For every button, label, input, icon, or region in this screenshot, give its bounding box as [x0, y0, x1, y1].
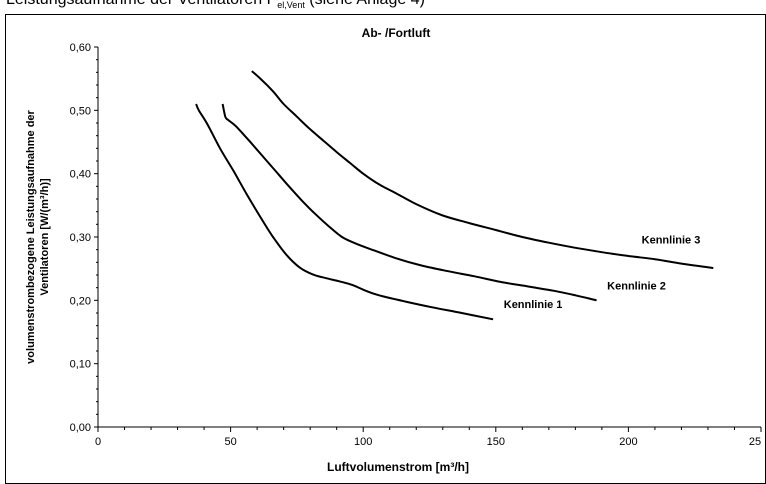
chart-frame: [5, 14, 766, 484]
series-line-1: [195, 103, 494, 321]
series-line-2: [221, 103, 597, 302]
x-tick-label: 150: [487, 436, 505, 448]
y-tick-label: 0,10: [70, 359, 91, 371]
x-tick-label: 50: [224, 436, 236, 448]
series-label-1: Kennlinie 1: [504, 299, 563, 311]
y-tick-label: 0,50: [70, 105, 91, 117]
y-tick-label: 0,30: [70, 232, 91, 244]
series-label-2: Kennlinie 2: [607, 281, 666, 293]
series-label-3: Kennlinie 3: [642, 234, 701, 246]
figure-caption: Leistungsaufnahme der Ventilatoren Pel,V…: [0, 0, 766, 11]
caption-subscript: el,Vent: [277, 0, 305, 11]
x-tick-label: 25: [749, 436, 761, 448]
y-tick-label: 0,00: [70, 422, 91, 434]
y-axis-title-group: volumenstrombezogene Leistungsaufnahme d…: [25, 109, 51, 363]
x-axis-title: Luftvolumenstrom [m³/h]: [327, 460, 469, 474]
series-line-3: [251, 70, 714, 269]
caption-tail: (siehe Anlage 4): [309, 0, 425, 8]
x-tick-label: 100: [354, 436, 372, 448]
x-tick-label: 0: [95, 436, 101, 448]
caption-text: Leistungsaufnahme der Ventilatoren P: [6, 0, 277, 8]
x-tick-label: 200: [619, 436, 637, 448]
series-group: Kennlinie 1 Kennlinie 2 Kennlinie 3: [195, 70, 714, 321]
y-axis-ticks: 0,00 0,10 0,20 0,30 0,40 0,50 0,60: [70, 42, 98, 434]
chart-title: Ab- /Fortluft: [362, 26, 431, 40]
y-tick-label: 0,40: [70, 169, 91, 181]
y-tick-label: 0,20: [70, 295, 91, 307]
x-axis-ticks: 0 50 100 150 200 25: [95, 427, 762, 448]
y-tick-label: 0,60: [70, 42, 91, 54]
y-axis-title-line1: volumenstrombezogene Leistungsaufnahme d…: [25, 109, 37, 363]
y-axis-title-line2: Ventilatoren [W/(m³/h)]: [39, 178, 51, 296]
